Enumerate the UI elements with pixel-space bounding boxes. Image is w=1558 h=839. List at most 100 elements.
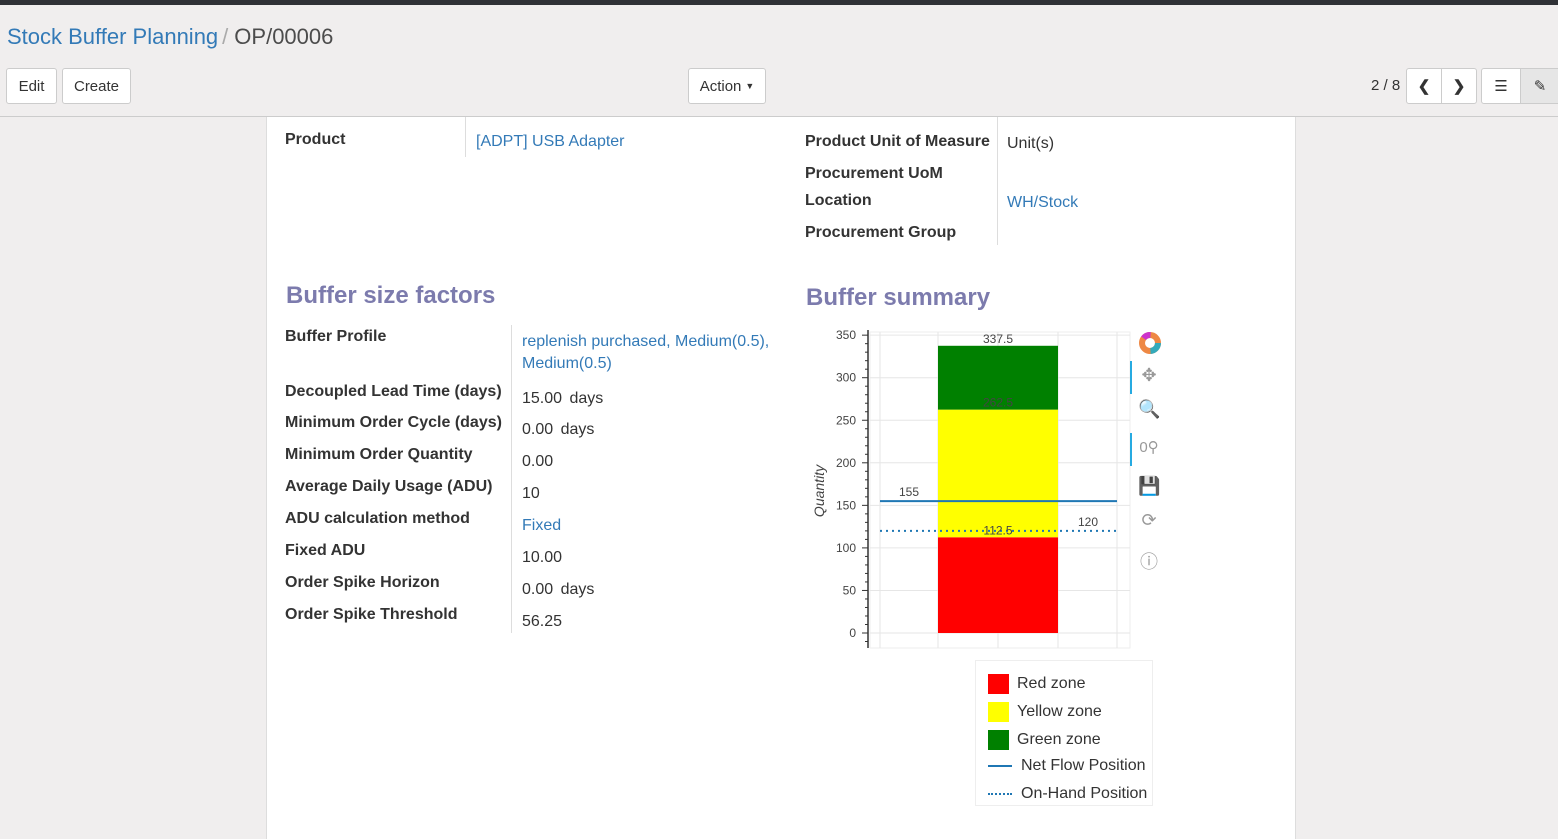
help-icon[interactable]: ⓘ bbox=[1140, 552, 1158, 572]
factor-value: 0.00 bbox=[522, 451, 553, 473]
factor-unit: days bbox=[560, 421, 595, 438]
chevron-right-icon: ❯ bbox=[1452, 78, 1466, 95]
factor-unit: days bbox=[560, 581, 595, 598]
list-icon: ☰ bbox=[1494, 78, 1508, 95]
control-panel: Stock Buffer Planning / OP/00006 Edit Crea… bbox=[0, 5, 1558, 117]
breadcrumb-current: OP/00006 bbox=[234, 24, 334, 49]
legend-label: Green zone bbox=[1017, 731, 1101, 748]
divider bbox=[465, 117, 466, 157]
factor-label: Minimum Order Cycle (days) bbox=[285, 414, 502, 431]
list-view-button[interactable]: ☰ bbox=[1481, 68, 1521, 104]
legend-swatch bbox=[988, 793, 1012, 795]
factor-value: 0.00 days bbox=[522, 419, 594, 441]
create-button[interactable]: Create bbox=[62, 68, 131, 104]
y-tick-label: 350 bbox=[836, 328, 856, 342]
buffer-summary-title: Buffer summary bbox=[806, 284, 991, 311]
legend-label: Net Flow Position bbox=[1021, 757, 1146, 774]
breadcrumb: Stock Buffer Planning / OP/00006 bbox=[7, 24, 334, 49]
top-bar bbox=[0, 0, 1558, 5]
factor-label: Average Daily Usage (ADU) bbox=[285, 478, 493, 495]
legend-swatch bbox=[988, 765, 1012, 767]
y-tick-label: 150 bbox=[836, 498, 856, 512]
reset-icon[interactable]: ⟳ bbox=[1141, 510, 1157, 530]
legend-label: Red zone bbox=[1017, 675, 1086, 692]
factor-value-text: 15.00 bbox=[522, 390, 563, 407]
active-tool-indicator bbox=[1130, 433, 1132, 466]
factor-unit: days bbox=[569, 390, 604, 407]
next-button[interactable]: ❯ bbox=[1441, 68, 1477, 104]
edit-form-icon: ✎ bbox=[1533, 78, 1547, 95]
bar-segment bbox=[938, 409, 1058, 538]
y-tick-label: 200 bbox=[836, 456, 856, 470]
y-tick-label: 0 bbox=[849, 626, 856, 640]
legend-item-green: Green zone bbox=[988, 730, 1101, 750]
bar-label: 262.5 bbox=[983, 396, 1013, 410]
factor-value-text: replenish purchased, Medium(0.5), bbox=[522, 333, 770, 350]
factor-value: 10 bbox=[522, 483, 540, 505]
edit-button[interactable]: Edit bbox=[6, 68, 57, 104]
field-label-uom: Product Unit of Measure bbox=[805, 133, 990, 150]
legend-item-red: Red zone bbox=[988, 674, 1086, 694]
field-label-procurement-uom: Procurement UoM bbox=[805, 165, 943, 182]
caret-down-icon: ▼ bbox=[745, 81, 755, 91]
factor-value-text: 0.00 bbox=[522, 581, 554, 598]
factor-value-text: 10.00 bbox=[522, 549, 563, 566]
factor-value-text: 10 bbox=[522, 485, 540, 502]
factor-label: Fixed ADU bbox=[285, 542, 366, 559]
legend-label: On-Hand Position bbox=[1021, 785, 1148, 802]
action-label: Action bbox=[699, 77, 742, 95]
breadcrumb-parent[interactable]: Stock Buffer Planning bbox=[7, 24, 219, 49]
bar-segment bbox=[938, 345, 1058, 410]
divider bbox=[997, 117, 998, 245]
factor-value: 15.00 days bbox=[522, 388, 603, 410]
factor-value[interactable]: Fixed bbox=[522, 515, 561, 537]
y-axis-label: Quantity bbox=[811, 464, 827, 517]
previous-button[interactable]: ❮ bbox=[1406, 68, 1442, 104]
pager-value: 2 / 8 bbox=[1371, 77, 1401, 94]
factor-label: ADU calculation method bbox=[285, 510, 470, 527]
buffer-factors-title: Buffer size factors bbox=[286, 282, 496, 309]
bar-label: 337.5 bbox=[983, 332, 1013, 346]
factor-value-text: 0.00 bbox=[522, 421, 554, 438]
form-view-button[interactable]: ✎ bbox=[1520, 68, 1558, 104]
factor-value-text: Medium(0.5) bbox=[522, 355, 612, 372]
action-button[interactable]: Action ▼ bbox=[688, 68, 766, 104]
line-label: 120 bbox=[1078, 515, 1098, 529]
factor-label: Order Spike Threshold bbox=[285, 606, 458, 623]
factor-value-text: 0.00 bbox=[522, 453, 554, 470]
factor-value: 56.25 bbox=[522, 611, 562, 633]
field-label-product: Product bbox=[285, 131, 346, 148]
bar-label: 112.5 bbox=[983, 523, 1012, 537]
legend-swatch bbox=[988, 674, 1009, 694]
factor-value-text: Fixed bbox=[522, 517, 562, 534]
y-tick-label: 100 bbox=[836, 541, 856, 555]
bokeh-logo-icon[interactable] bbox=[1138, 331, 1161, 354]
factor-label: Minimum Order Quantity bbox=[285, 446, 473, 463]
location-link[interactable]: WH/Stock bbox=[1007, 194, 1079, 211]
y-tick-label: 50 bbox=[843, 583, 857, 597]
wheel-zoom-icon[interactable]: 0⚲ bbox=[1139, 439, 1159, 456]
factor-label: Decoupled Lead Time (days) bbox=[285, 383, 502, 400]
field-label-location: Location bbox=[805, 192, 872, 209]
legend-item-net-flow: Net Flow Position bbox=[988, 757, 1146, 775]
factor-value-text: 56.25 bbox=[522, 613, 563, 630]
product-link[interactable]: [ADPT] USB Adapter bbox=[476, 133, 625, 150]
legend-swatch bbox=[988, 730, 1009, 750]
box-zoom-icon[interactable]: 🔍 bbox=[1138, 399, 1161, 419]
save-icon[interactable]: 💾 bbox=[1138, 476, 1161, 496]
buffer-chart: 112.5 262.5 337.5 155 120 0 50 100 150 200 250 300 3… bbox=[811, 328, 1131, 649]
active-tool-indicator bbox=[1130, 361, 1132, 394]
factor-label: Order Spike Horizon bbox=[285, 574, 440, 591]
bar-segment bbox=[938, 537, 1058, 633]
factor-value[interactable]: replenish purchased, Medium(0.5), Medium(… bbox=[522, 331, 769, 375]
chart-legend: Red zone Yellow zone Green zone Net Flow… bbox=[975, 660, 1153, 806]
y-tick-label: 250 bbox=[836, 413, 856, 427]
legend-item-yellow: Yellow zone bbox=[988, 702, 1102, 722]
pan-icon[interactable]: ✥ bbox=[1141, 365, 1157, 385]
legend-item-on-hand: On-Hand Position bbox=[988, 785, 1147, 803]
legend-label: Yellow zone bbox=[1017, 703, 1102, 720]
divider bbox=[511, 325, 512, 633]
legend-swatch bbox=[988, 702, 1009, 722]
chevron-left-icon: ❮ bbox=[1417, 78, 1431, 95]
line-label: 155 bbox=[899, 485, 919, 499]
